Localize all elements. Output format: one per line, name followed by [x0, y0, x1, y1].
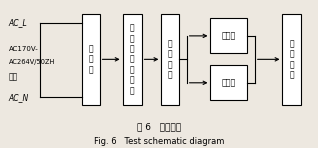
Text: Fig. 6   Test schematic diagram: Fig. 6 Test schematic diagram — [94, 137, 224, 146]
Text: 电流表: 电流表 — [222, 31, 236, 40]
Text: 调
压
器: 调 压 器 — [89, 44, 93, 74]
Text: AC_N: AC_N — [9, 93, 29, 102]
Text: AC264V/50ZH: AC264V/50ZH — [9, 59, 55, 65]
Text: 智
能
电
量
测
试
仪: 智 能 电 量 测 试 仪 — [130, 24, 135, 95]
Bar — [282, 14, 301, 105]
Bar — [123, 14, 142, 105]
Text: 输入: 输入 — [9, 72, 18, 81]
Bar — [211, 18, 247, 53]
Text: 电
子
负
载: 电 子 负 载 — [290, 39, 294, 79]
Bar — [82, 14, 100, 105]
Bar — [161, 14, 179, 105]
Bar — [211, 65, 247, 100]
Text: 被
测
电
源: 被 测 电 源 — [168, 39, 172, 79]
Text: 电压表: 电压表 — [222, 78, 236, 87]
Text: AC_L: AC_L — [9, 18, 27, 27]
Text: 图 6   测试框图: 图 6 测试框图 — [137, 122, 181, 131]
Text: AC170V-: AC170V- — [9, 46, 38, 52]
